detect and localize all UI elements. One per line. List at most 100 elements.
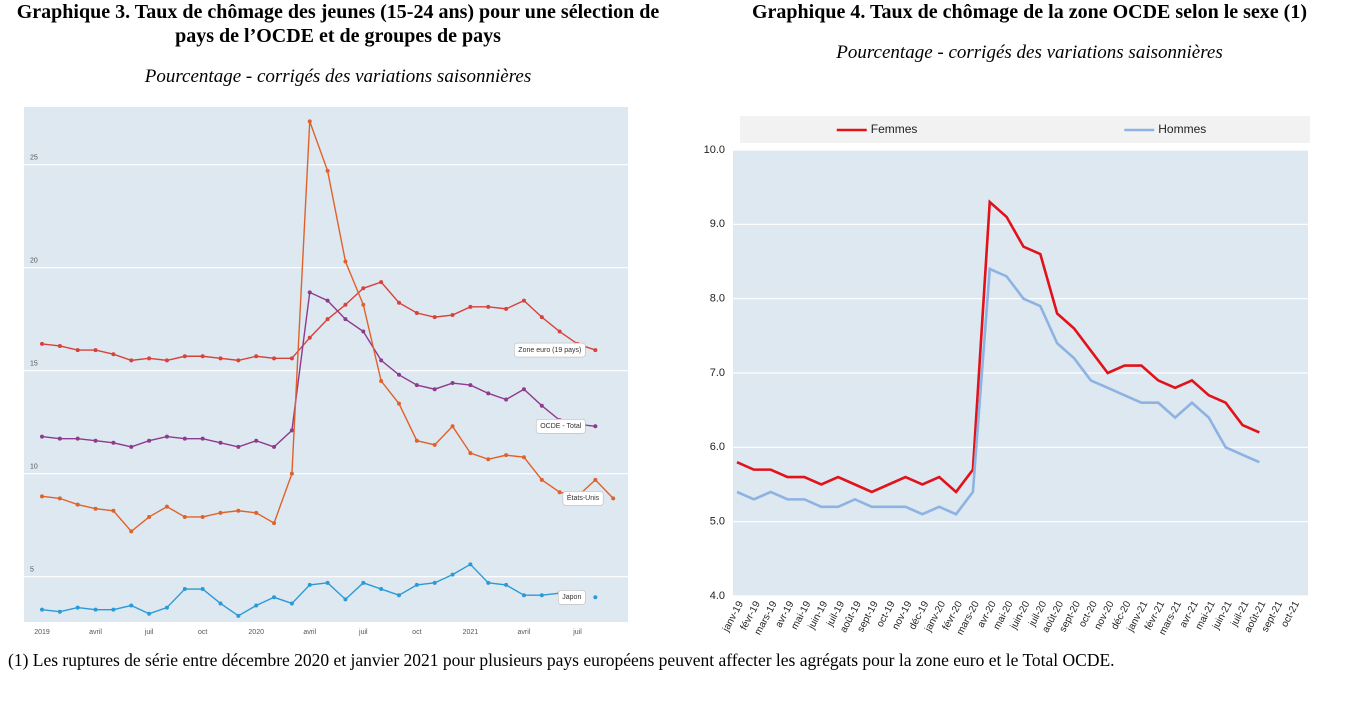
marker bbox=[129, 603, 134, 608]
marker bbox=[504, 306, 509, 311]
marker bbox=[379, 280, 384, 285]
legend-label: Femmes bbox=[871, 122, 918, 136]
marker bbox=[254, 603, 259, 608]
x-tick-label: oct bbox=[198, 629, 207, 636]
marker bbox=[468, 451, 473, 456]
marker bbox=[468, 562, 473, 567]
x-tick-label: 2021 bbox=[463, 629, 479, 636]
marker bbox=[504, 453, 509, 458]
marker bbox=[486, 304, 491, 309]
y-tick-label: 6.0 bbox=[710, 441, 725, 453]
marker bbox=[557, 329, 562, 334]
marker bbox=[111, 440, 116, 445]
marker bbox=[200, 514, 205, 519]
marker bbox=[40, 607, 44, 612]
x-tick-label: juil bbox=[358, 629, 368, 636]
marker bbox=[486, 391, 491, 396]
marker bbox=[147, 611, 152, 616]
marker bbox=[147, 514, 152, 519]
legend-label: Hommes bbox=[1158, 122, 1206, 136]
charts: 5 10 15 20 25 2019 avril juil oct 2020 avril juil oc… bbox=[24, 107, 1310, 637]
y-tick-label: 7.0 bbox=[710, 367, 725, 379]
series-line bbox=[736, 199, 1260, 494]
marker bbox=[539, 403, 544, 408]
marker bbox=[182, 587, 187, 592]
legend-box bbox=[740, 116, 1310, 143]
series-label: Japon bbox=[562, 594, 581, 601]
marker bbox=[325, 298, 330, 303]
marker bbox=[254, 354, 259, 359]
marker bbox=[361, 286, 366, 291]
marker bbox=[129, 444, 134, 449]
marker bbox=[593, 477, 598, 482]
marker bbox=[129, 358, 134, 363]
marker bbox=[379, 378, 384, 383]
marker bbox=[218, 356, 223, 361]
y-tick-label: 8.0 bbox=[710, 293, 725, 305]
x-tick-label: 2019 bbox=[34, 629, 50, 636]
series-line bbox=[736, 267, 1260, 516]
marker bbox=[289, 601, 294, 606]
series-label: OCDE - Total bbox=[540, 423, 582, 430]
marker bbox=[343, 597, 348, 602]
chart-title: Graphique 3. Taux de chômage des jeunes … bbox=[16, 1, 660, 47]
marker bbox=[414, 582, 419, 587]
marker bbox=[182, 354, 187, 359]
y-tick-label: 10.0 bbox=[704, 144, 725, 156]
chart-title: Graphique 4. Taux de chômage de la zone … bbox=[751, 1, 1307, 23]
y-tick-label: 20 bbox=[30, 258, 38, 265]
marker bbox=[361, 329, 366, 334]
marker bbox=[343, 302, 348, 307]
marker bbox=[236, 444, 241, 449]
y-tick-label: 5 bbox=[30, 567, 34, 574]
marker bbox=[272, 521, 277, 526]
marker bbox=[182, 436, 187, 441]
marker bbox=[397, 300, 401, 305]
marker bbox=[539, 593, 544, 598]
footnote: (1) Les ruptures de série entre décembre… bbox=[8, 650, 1115, 670]
series-label: États-Unis bbox=[567, 493, 600, 502]
marker bbox=[307, 290, 312, 295]
marker bbox=[307, 335, 312, 340]
marker bbox=[129, 529, 134, 534]
marker bbox=[432, 387, 437, 392]
marker bbox=[325, 580, 330, 585]
marker bbox=[593, 348, 598, 353]
marker bbox=[307, 582, 312, 587]
marker bbox=[75, 605, 80, 610]
series-label-box bbox=[514, 342, 586, 358]
marker bbox=[414, 383, 419, 388]
marker bbox=[200, 436, 205, 441]
chart-subtitle: Pourcentage - corrigés des variations sa… bbox=[144, 66, 532, 87]
marker bbox=[40, 494, 44, 499]
marker bbox=[307, 119, 312, 124]
y-tick-label: 9.0 bbox=[710, 218, 725, 230]
marker bbox=[147, 356, 152, 361]
marker bbox=[611, 496, 616, 501]
marker bbox=[361, 302, 366, 307]
marker bbox=[450, 424, 455, 429]
marker bbox=[147, 438, 152, 443]
marker bbox=[414, 311, 419, 315]
marker bbox=[272, 356, 277, 361]
y-tick-label: 5.0 bbox=[710, 516, 725, 528]
marker bbox=[343, 259, 348, 264]
marker bbox=[236, 508, 241, 513]
marker bbox=[504, 582, 509, 587]
marker bbox=[521, 387, 526, 392]
marker bbox=[504, 397, 509, 402]
y-tick-label: 4.0 bbox=[710, 590, 725, 602]
marker bbox=[93, 506, 98, 511]
x-tick-label: juil bbox=[144, 629, 154, 636]
marker bbox=[343, 317, 348, 322]
y-tick-label: 10 bbox=[30, 464, 38, 471]
marker bbox=[397, 593, 401, 598]
marker bbox=[379, 587, 384, 592]
plot-area bbox=[24, 107, 628, 622]
marker bbox=[486, 457, 491, 462]
marker bbox=[254, 510, 259, 515]
marker bbox=[521, 298, 526, 303]
marker bbox=[75, 502, 80, 507]
marker bbox=[468, 304, 473, 309]
x-tick-label: avril bbox=[303, 629, 316, 636]
